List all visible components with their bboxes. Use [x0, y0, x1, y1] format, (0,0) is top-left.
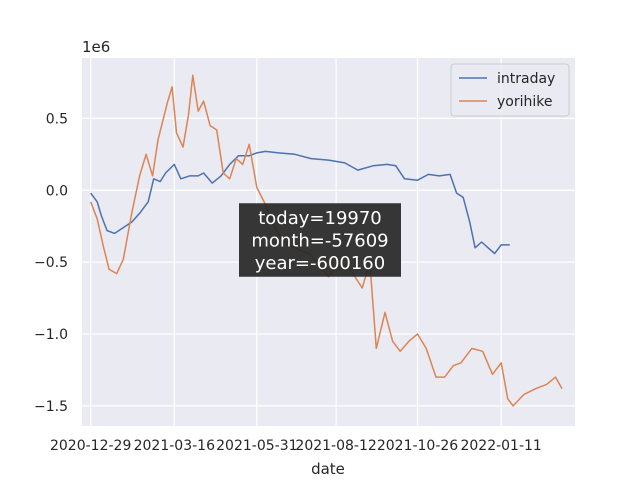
- y-axis-offset-text: 1e6: [82, 38, 110, 56]
- legend-label-intraday: intraday: [497, 71, 555, 87]
- x-tick-label: 2021-10-26: [377, 438, 458, 454]
- x-tick-label: 2021-05-31: [216, 438, 297, 454]
- x-tick-label: 2021-03-16: [134, 438, 215, 454]
- y-tick-label: 0.0: [46, 183, 68, 199]
- y-tick-label: −1.0: [34, 327, 68, 343]
- x-tick-label: 2020-12-29: [50, 438, 131, 454]
- y-tick-label: −0.5: [34, 255, 68, 271]
- legend-box: [450, 63, 570, 117]
- y-axis-ticks: −1.5 −1.0 −0.5 0.0 0.5: [34, 111, 68, 415]
- x-tick-label: 2021-08-12: [295, 438, 376, 454]
- x-axis-label: date: [311, 460, 345, 478]
- x-tick-label: 2022-01-11: [460, 438, 541, 454]
- y-tick-label: −1.5: [34, 399, 68, 415]
- x-axis-ticks: 2020-12-29 2021-03-16 2021-05-312021-08-12…: [50, 438, 542, 454]
- legend: intraday yorihike: [450, 63, 570, 117]
- series-line-intraday: [90, 150, 510, 255]
- legend-label-yorihike: yorihike: [497, 94, 552, 110]
- annotation-line: month=-57609: [251, 230, 388, 251]
- annotation-line: year=-600160: [255, 253, 385, 274]
- annotation-box: [239, 203, 401, 277]
- annotation-line: today=19970: [258, 208, 382, 229]
- grid-lines: [82, 58, 575, 426]
- y-tick-label: 0.5: [46, 111, 68, 127]
